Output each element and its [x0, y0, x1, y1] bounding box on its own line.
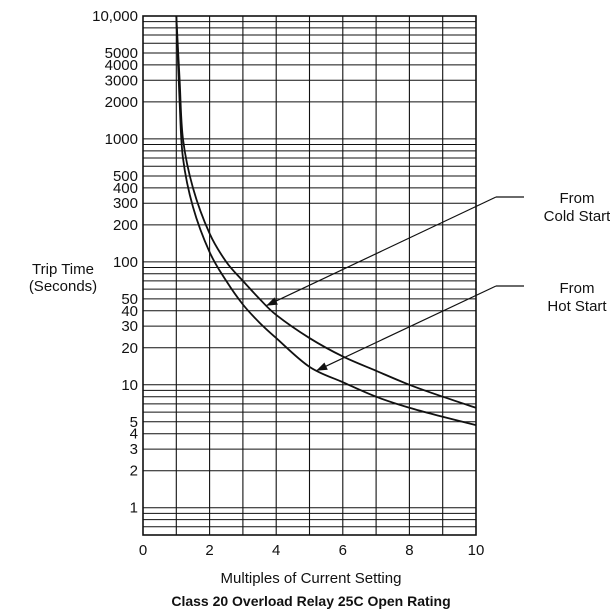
y-tick-label: 1	[130, 500, 138, 517]
y-tick-label: 4000	[105, 57, 138, 74]
y-tick-label: 2	[130, 463, 138, 480]
x-tick-label: 10	[468, 542, 485, 559]
series-label: From	[560, 190, 595, 207]
y-tick-label: 40	[121, 303, 138, 320]
y-tick-label: 10	[121, 377, 138, 394]
series-label: Cold Start	[544, 208, 610, 225]
y-tick-label: 30	[121, 318, 138, 335]
y-tick-label: 20	[121, 340, 138, 357]
grid-lines	[143, 16, 476, 536]
y-tick-label: 3000	[105, 72, 138, 89]
y-tick-label: 1000	[105, 131, 138, 148]
callout-leader	[265, 196, 497, 307]
y-tick-label: 200	[113, 217, 138, 234]
y-tick-label: 400	[113, 180, 138, 197]
y-tick-label: 300	[113, 195, 138, 212]
callout-arrowhead	[316, 362, 328, 371]
x-tick-label: 8	[405, 542, 413, 559]
x-tick-label: 4	[272, 542, 280, 559]
y-tick-label: 5	[130, 414, 138, 431]
y-tick-label: 3	[130, 441, 138, 458]
x-tick-label: 0	[139, 542, 147, 559]
series-line	[175, 15, 477, 426]
y-tick-label: 100	[113, 254, 138, 271]
chart-title: Class 20 Overload Relay 25C Open Rating	[171, 593, 450, 609]
y-tick-label: 4	[130, 426, 138, 443]
y-axis-title-line1: Trip Time	[32, 261, 94, 278]
x-axis-title: Multiples of Current Setting	[221, 570, 402, 587]
y-tick-label: 5000	[105, 45, 138, 62]
y-tick-label: 10,000	[92, 8, 138, 25]
x-tick-label: 2	[205, 542, 213, 559]
plot-frame	[142, 15, 477, 536]
y-tick-label: 500	[113, 168, 138, 185]
x-tick-label: 6	[339, 542, 347, 559]
y-tick-label: 2000	[105, 94, 138, 111]
series-label: From	[560, 280, 595, 297]
y-tick-label: 50	[121, 291, 138, 308]
x-tick-labels: 0 2 4 6 8 10	[139, 542, 485, 559]
callout-arrowhead	[266, 297, 278, 306]
series-line	[175, 15, 477, 409]
series-curves	[175, 15, 477, 426]
series-label: Hot Start	[547, 298, 607, 315]
y-axis-title-line2: (Seconds)	[29, 278, 97, 295]
callout-leader	[315, 285, 497, 372]
